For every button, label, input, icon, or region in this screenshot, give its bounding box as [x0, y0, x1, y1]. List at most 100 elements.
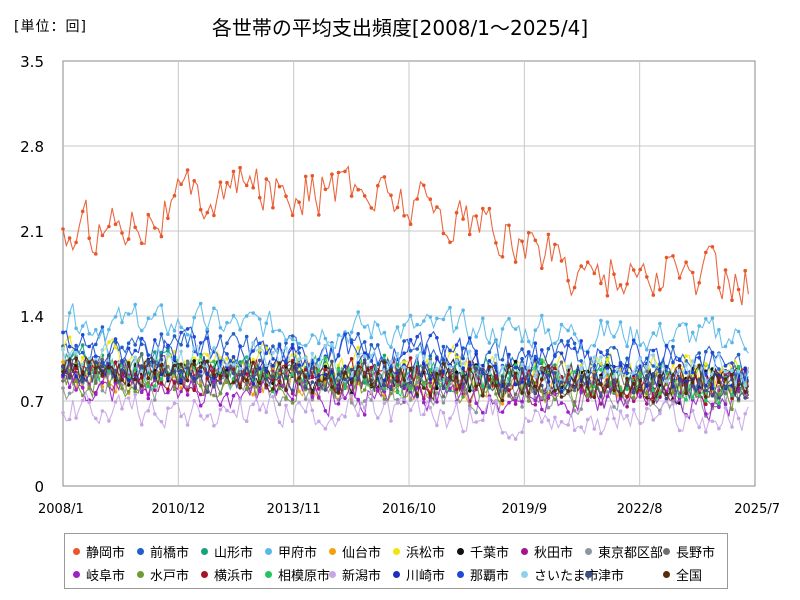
- data-point: [284, 346, 288, 351]
- data-point: [494, 339, 498, 343]
- data-point: [645, 391, 649, 396]
- data-point: [212, 359, 216, 364]
- legend-label: 秋田市: [534, 546, 574, 561]
- data-point: [297, 351, 301, 355]
- data-point: [428, 393, 433, 398]
- data-point: [153, 338, 157, 342]
- data-point: [474, 401, 479, 406]
- data-point: [94, 392, 98, 397]
- data-point: [408, 380, 413, 385]
- data-point: [487, 341, 492, 345]
- data-point: [362, 358, 367, 362]
- data-point: [677, 323, 682, 328]
- data-point: [277, 375, 282, 380]
- data-point: [251, 341, 255, 345]
- data-point: [192, 356, 196, 361]
- data-point: [382, 401, 387, 406]
- legend-marker-icon: [201, 571, 208, 578]
- legend-item: 全国: [663, 565, 702, 584]
- data-point: [526, 381, 531, 386]
- data-point: [382, 330, 387, 335]
- data-point: [546, 347, 551, 351]
- data-point: [704, 317, 708, 321]
- data-point: [579, 383, 583, 388]
- data-point: [336, 391, 341, 395]
- data-point: [185, 366, 190, 370]
- data-point: [553, 341, 557, 346]
- data-point: [251, 402, 255, 407]
- data-point: [231, 394, 236, 398]
- data-point: [448, 386, 452, 391]
- data-point: [185, 168, 190, 172]
- data-point: [520, 367, 524, 371]
- legend-marker-icon: [73, 571, 80, 578]
- data-point: [664, 379, 669, 384]
- data-point: [408, 408, 413, 413]
- data-point: [310, 408, 315, 413]
- data-point: [559, 322, 564, 327]
- data-point: [179, 325, 183, 330]
- data-point: [251, 392, 255, 397]
- data-point: [146, 381, 151, 385]
- data-point: [303, 410, 308, 414]
- data-point: [356, 354, 361, 359]
- data-point: [271, 389, 275, 394]
- data-point: [87, 236, 91, 240]
- data-point: [290, 337, 295, 342]
- data-point: [166, 373, 170, 377]
- data-point: [87, 356, 91, 361]
- data-point: [461, 361, 465, 366]
- data-point: [317, 213, 321, 217]
- data-point: [618, 283, 623, 287]
- data-point: [671, 338, 675, 343]
- data-point: [126, 383, 131, 387]
- data-point: [323, 356, 328, 360]
- data-point: [730, 361, 734, 365]
- data-point: [166, 376, 170, 381]
- data-point: [343, 385, 347, 390]
- series-line: [62, 355, 749, 403]
- data-point: [441, 386, 446, 391]
- data-point: [546, 418, 551, 423]
- data-point: [231, 332, 236, 336]
- data-point: [382, 397, 387, 401]
- data-point: [566, 380, 570, 385]
- legend-marker-icon: [73, 548, 80, 555]
- data-point: [605, 394, 610, 399]
- data-point: [645, 373, 649, 378]
- data-point: [422, 386, 426, 390]
- data-point: [402, 323, 406, 327]
- data-point: [297, 370, 301, 375]
- data-point: [67, 311, 72, 315]
- data-point: [258, 381, 262, 386]
- data-point: [198, 374, 203, 378]
- data-point: [323, 368, 328, 372]
- data-point: [382, 175, 387, 179]
- data-point: [684, 391, 688, 396]
- data-point: [645, 396, 649, 400]
- data-point: [520, 399, 524, 404]
- data-point: [723, 369, 728, 374]
- legend-label: 横浜市: [214, 569, 254, 584]
- data-point: [690, 330, 695, 335]
- data-point: [303, 375, 308, 379]
- data-point: [133, 355, 137, 360]
- data-point: [500, 254, 505, 259]
- legend-marker-icon: [521, 571, 528, 578]
- legend-item: 岐阜市: [73, 565, 125, 584]
- data-point: [389, 193, 393, 198]
- data-point: [107, 224, 111, 229]
- data-point: [100, 348, 105, 352]
- data-point: [100, 364, 105, 369]
- data-point: [533, 341, 538, 346]
- data-point: [487, 385, 492, 389]
- data-point: [743, 396, 747, 400]
- data-point: [80, 379, 85, 384]
- data-point: [572, 428, 577, 433]
- data-point: [553, 388, 557, 393]
- data-point: [540, 420, 544, 424]
- data-point: [218, 407, 223, 412]
- data-point: [284, 395, 288, 400]
- data-point: [723, 405, 728, 410]
- data-point: [638, 421, 642, 426]
